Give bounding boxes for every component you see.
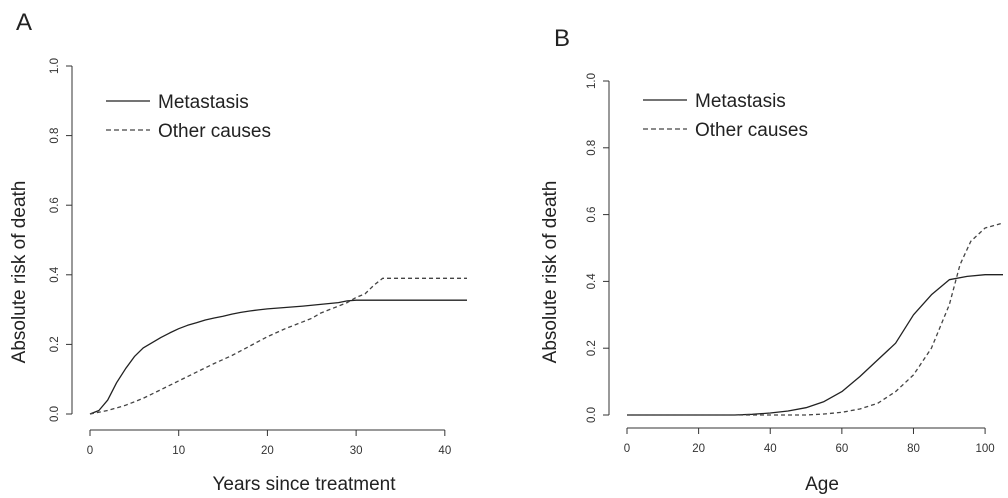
panel-b-y-tick-label: 0.2 [586, 340, 598, 356]
panel-b-x-tick-label: 40 [764, 443, 777, 455]
panel-a-x-axis-title: Years since treatment [212, 474, 396, 495]
panel-a-y-tick-label: 0.8 [49, 128, 61, 144]
panel-b-y-axis-title: Absolute risk of death [540, 181, 561, 364]
panel-a-y-tick-label: 1.0 [49, 58, 61, 74]
panel-a-x-tick-label: 10 [172, 445, 185, 457]
panel-b-x-tick-label: 60 [835, 443, 848, 455]
panel-b-legend-label-other-causes: Other causes [695, 120, 808, 141]
panel-a-letter: A [16, 9, 32, 36]
panel-a-series [89, 277, 467, 415]
panel-b-x-tick-label: 100 [976, 443, 995, 455]
panel-b-series-other-causes [627, 222, 1004, 416]
panel-b-letter: B [554, 25, 570, 52]
panel-a-series-other-causes [89, 277, 467, 415]
panel-b-y-tick-label: 1.0 [586, 73, 598, 89]
panel-a-series-metastasis [89, 299, 467, 415]
panel-b-y-tick-label: 0.8 [586, 140, 598, 156]
panel-a-chart: A 0.0 0.2 0.4 0.6 0.8 1.0 0 10 20 30 40 Years sinc… [9, 9, 467, 495]
panel-a-y-tick-label: 0.4 [49, 266, 61, 283]
panel-a-y-tick-label: 0.0 [49, 406, 61, 422]
panel-b-x-tick-label: 0 [624, 443, 630, 455]
panel-a-y-tick-label: 0.2 [49, 336, 61, 352]
panel-b-x-axis-title: Age [805, 474, 839, 495]
panel-a-x-tick-label: 20 [261, 445, 274, 457]
panel-b-y-tick-label: 0.0 [586, 407, 598, 423]
panel-b-series [627, 222, 1004, 416]
panel-a-legend: Metastasis Other causes [106, 92, 271, 142]
panel-a-x-tick-label: 0 [87, 445, 93, 457]
panel-b-x-tick-label: 80 [907, 443, 920, 455]
panel-a-axes [66, 65, 446, 436]
panel-a-legend-label-metastasis: Metastasis [158, 92, 249, 113]
panel-a-x-tick-label: 40 [438, 445, 451, 457]
panel-b-axes [603, 80, 986, 434]
panel-a-x-tick-label: 30 [350, 445, 363, 457]
panel-b-x-tick-label: 20 [692, 443, 705, 455]
panel-b-y-tick-label: 0.4 [586, 273, 598, 290]
panel-a-legend-label-other-causes: Other causes [158, 121, 271, 142]
panel-b-legend: Metastasis Other causes [643, 91, 808, 141]
panel-b-legend-label-metastasis: Metastasis [695, 91, 786, 112]
panel-b-tick-labels: 0.0 0.2 0.4 0.6 0.8 1.0 0 20 40 60 80 100 [586, 73, 995, 455]
panel-b-y-tick-label: 0.6 [586, 207, 598, 223]
panel-b-series-metastasis [627, 274, 1003, 416]
panel-a-y-tick-label: 0.6 [49, 197, 61, 213]
panel-b-chart: B 0.0 0.2 0.4 0.6 0.8 1.0 0 20 40 60 80 100 Age Abs… [540, 25, 1004, 495]
panel-a-y-axis-title: Absolute risk of death [9, 181, 30, 364]
panel-a-tick-labels: 0.0 0.2 0.4 0.6 0.8 1.0 0 10 20 30 40 [49, 58, 451, 457]
